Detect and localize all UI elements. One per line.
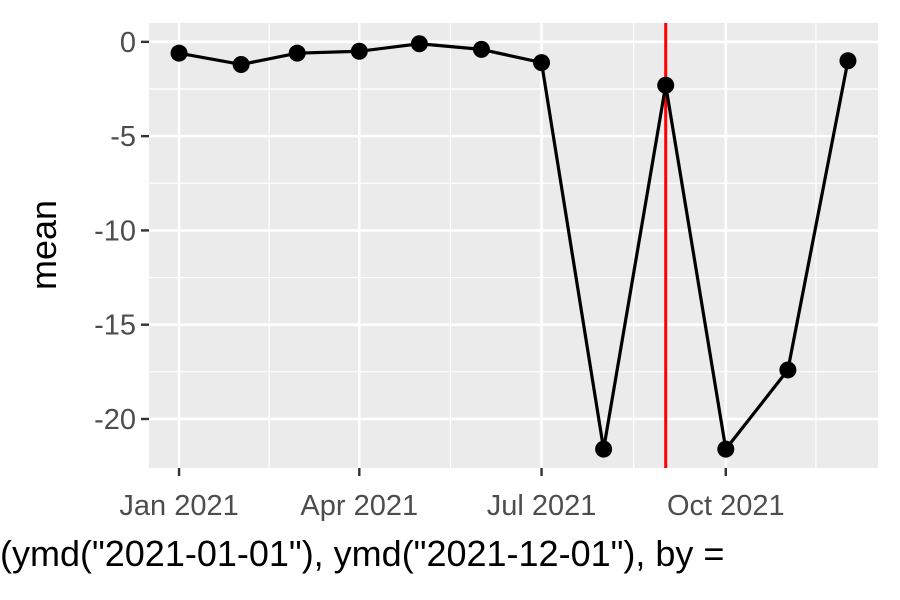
major-gridlines — [149, 23, 878, 468]
data-point — [410, 35, 428, 53]
data-series — [170, 35, 857, 458]
data-point — [170, 44, 188, 62]
y-tick-label: -15 — [94, 310, 136, 342]
series-line-segment — [239, 51, 299, 67]
data-point — [533, 54, 551, 72]
series-line-segment — [602, 83, 668, 451]
series-line-segment — [357, 42, 421, 53]
series-line-segment — [724, 368, 790, 451]
series-line-segment — [479, 47, 544, 65]
data-point — [232, 55, 250, 73]
x-tick-label: Oct 2021 — [667, 490, 785, 522]
plot-panel — [149, 23, 878, 468]
y-tick-label: 0 — [120, 27, 136, 59]
y-tick-label: -5 — [110, 121, 136, 153]
data-point — [595, 440, 613, 458]
data-point — [657, 76, 675, 94]
data-point — [288, 44, 306, 62]
series-line-segment — [177, 51, 243, 67]
data-point — [472, 40, 490, 58]
x-axis: Jan 2021 Apr 2021 Jul 2021 Oct 2021 — [119, 468, 785, 522]
data-point — [717, 440, 735, 458]
y-tick-label: -20 — [94, 404, 136, 436]
data-point — [779, 361, 797, 379]
minor-gridlines — [149, 23, 878, 468]
x-tick-label: Jan 2021 — [119, 490, 238, 522]
series-line-segment — [295, 49, 361, 55]
y-axis-title: mean — [23, 200, 64, 290]
series-line-segment — [417, 42, 484, 51]
series-line-segment — [786, 59, 850, 372]
x-tick-label: Jul 2021 — [487, 490, 597, 522]
data-point — [839, 52, 857, 70]
x-axis-title: (ymd("2021-01-01"), ymd("2021-12-01"), b… — [0, 533, 724, 574]
x-tick-label: Apr 2021 — [300, 490, 418, 522]
y-axis: 0 -5 -10 -15 -20 — [94, 27, 149, 436]
data-point — [350, 42, 368, 60]
series-line-segment — [539, 60, 606, 451]
y-tick-label: -10 — [94, 215, 136, 247]
series-line-segment — [664, 83, 728, 451]
